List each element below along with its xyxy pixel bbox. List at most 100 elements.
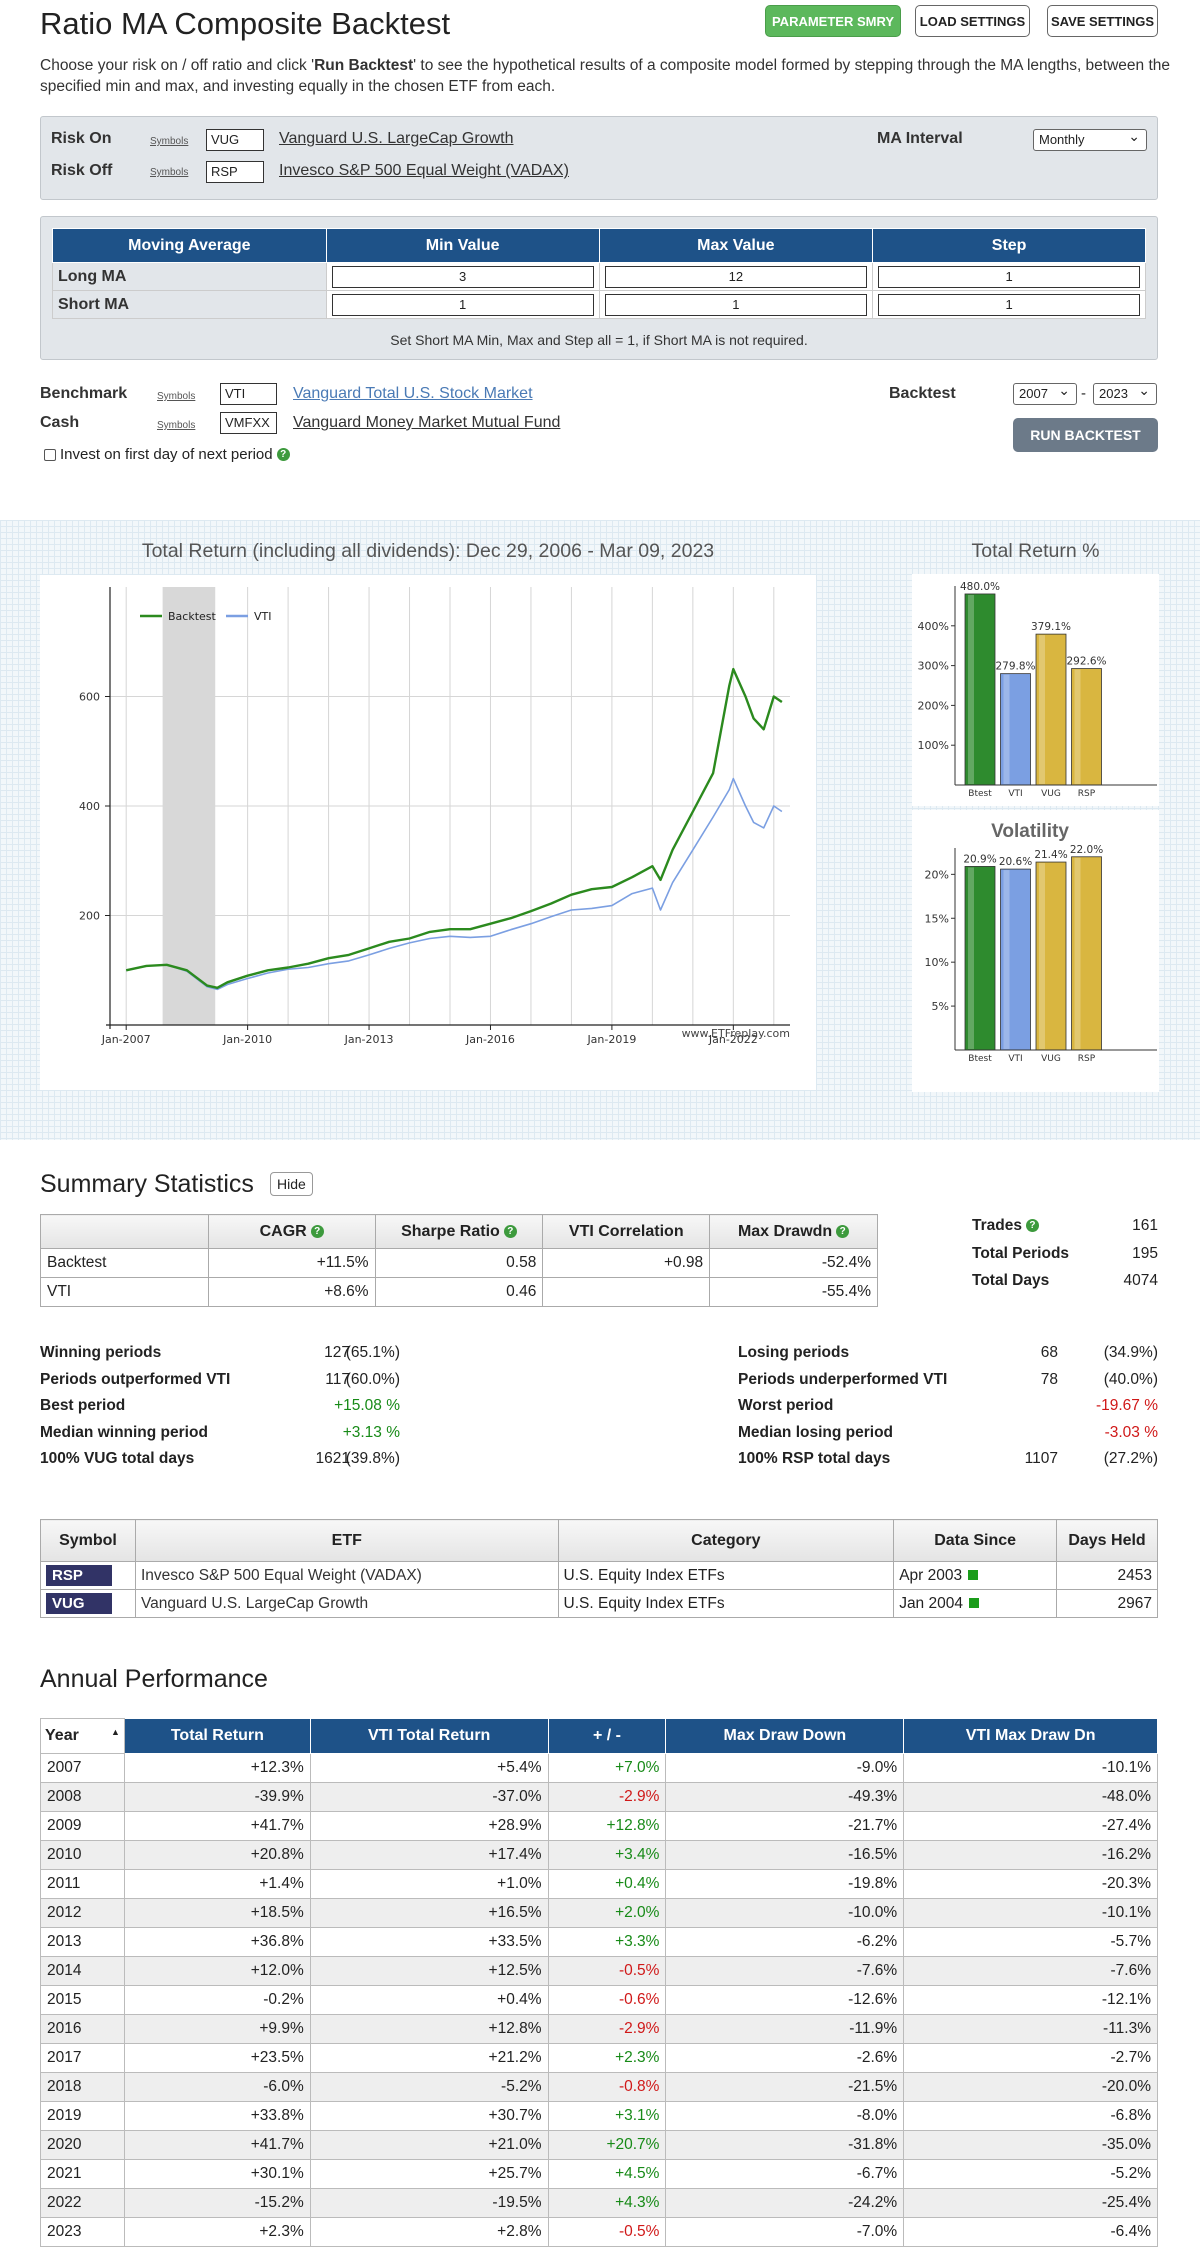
short-ma-step-input[interactable]: 1 — [878, 293, 1140, 316]
period-stat-label: 100% VUG total days — [40, 1450, 195, 1467]
etf-header: Category — [557, 1519, 895, 1562]
table-row: 2007 +12.3% +5.4% +7.0% -9.0% -10.1% — [40, 1753, 1158, 1783]
total-return-bar-chart: 100% 200% 300% 400% 480.0% Btest 279.8% VTI 379.… — [912, 574, 1159, 806]
watermark: www.ETFreplay.com — [682, 1027, 790, 1040]
etf-symbol-badge[interactable]: VUG — [46, 1593, 112, 1614]
year-cell: 2011 — [40, 1869, 125, 1899]
summary-header: Sharpe Ratio? — [374, 1214, 544, 1249]
annual-cell: +12.8% — [547, 1811, 667, 1841]
year-from-select[interactable]: 2007 — [1013, 382, 1077, 405]
annual-cell: +16.5% — [309, 1898, 549, 1928]
backtest-label: Backtest — [889, 385, 956, 402]
annual-cell: -21.5% — [665, 2072, 905, 2102]
chart-background — [40, 575, 816, 1090]
help-icon[interactable]: ? — [276, 448, 290, 461]
annual-header[interactable]: Max Draw Down — [665, 1718, 905, 1754]
benchmark-etf-link[interactable]: Vanguard Total U.S. Stock Market — [293, 385, 533, 402]
etf-name-link[interactable]: Vanguard U.S. LargeCap Growth — [140, 1594, 369, 1612]
annual-header[interactable]: VTI Total Return — [309, 1718, 549, 1754]
help-icon[interactable]: ? — [1025, 1219, 1039, 1233]
cash-symbol-input[interactable]: VMFXX — [220, 412, 277, 434]
annual-cell: +33.5% — [309, 1927, 549, 1957]
series-line-backtest — [125, 667, 783, 989]
risk-on-symbol-input[interactable]: VUG — [206, 129, 264, 151]
year-cell: 2008 — [40, 1782, 125, 1812]
run-backtest-button[interactable]: RUN BACKTEST — [1013, 418, 1158, 452]
annual-cell: -2.7% — [903, 2043, 1158, 2073]
x-tick-label: Jan-2019 — [586, 1033, 636, 1046]
help-icon[interactable]: ? — [310, 1224, 324, 1238]
annual-cell: -2.9% — [547, 1782, 667, 1812]
risk-off-symbol-input[interactable]: RSP — [206, 161, 264, 183]
long-ma-label: Long MA — [52, 262, 327, 291]
annual-cell: -5.2% — [309, 2072, 549, 2102]
annual-cell: +4.3% — [547, 2188, 667, 2218]
bar-value-label: 20.6% — [999, 856, 1032, 868]
table-row: Backtest +11.5% 0.58 +0.98 -52.4% — [40, 1248, 878, 1278]
annual-header[interactable]: Total Return — [123, 1718, 311, 1754]
risk-off-symbols-link[interactable]: Symbols — [150, 167, 189, 178]
long-ma-step-input[interactable]: 1 — [878, 265, 1140, 288]
risk-on-etf-link[interactable]: Vanguard U.S. LargeCap Growth — [279, 130, 514, 147]
etf-symbol-badge[interactable]: RSP — [46, 1565, 112, 1586]
long-ma-max-input[interactable]: 12 — [604, 265, 868, 288]
bar-vug — [1035, 861, 1067, 1051]
year-cell: 2013 — [40, 1927, 125, 1957]
summary-header: Max Drawdn? — [709, 1214, 878, 1249]
annual-header[interactable]: VTI Max Draw Dn — [903, 1718, 1158, 1754]
year-cell: 2014 — [40, 1956, 125, 1986]
trades-label: Trades? — [972, 1217, 1039, 1235]
etf-since-cell: Jan 2004 — [893, 1589, 1058, 1618]
year-cell: 2022 — [40, 2188, 125, 2218]
etf-since-cell: Apr 2003 — [893, 1561, 1058, 1590]
invest-first-day-option[interactable]: Invest on first day of next period ? — [44, 446, 290, 463]
short-ma-max-input[interactable]: 1 — [604, 293, 868, 316]
annual-cell: +0.4% — [547, 1869, 667, 1899]
annual-cell: -6.4% — [903, 2217, 1158, 2247]
table-row: 2012 +18.5% +16.5% +2.0% -10.0% -10.1% — [40, 1898, 1158, 1928]
annual-cell: +2.8% — [309, 2217, 549, 2247]
annual-header[interactable]: + / - — [547, 1718, 667, 1754]
summary-cell: 0.58 — [374, 1248, 544, 1278]
cash-symbols-link[interactable]: Symbols — [157, 420, 196, 431]
load-settings-button[interactable]: LOAD SETTINGS — [915, 5, 1030, 37]
ma-note: Set Short MA Min, Max and Step all = 1, … — [390, 332, 808, 348]
bar-value-label: 22.0% — [1070, 844, 1103, 856]
short-ma-min-input[interactable]: 1 — [331, 293, 594, 316]
annual-cell: +1.0% — [309, 1869, 549, 1899]
parameter-summary-button[interactable]: PARAMETER SMRY — [765, 5, 901, 37]
period-stat-label: 100% RSP total days — [738, 1450, 891, 1467]
save-settings-button[interactable]: SAVE SETTINGS — [1047, 5, 1158, 37]
year-to-select[interactable]: 2023 — [1093, 382, 1157, 405]
header-label: Sharpe Ratio — [401, 1222, 500, 1240]
bar-highlight — [1003, 674, 1010, 784]
table-row: 2022 -15.2% -19.5% +4.3% -24.2% -25.4% — [40, 2188, 1158, 2218]
hide-summary-button[interactable]: Hide — [270, 1172, 313, 1196]
cash-fund-link[interactable]: Vanguard Money Market Mutual Fund — [293, 414, 561, 431]
total-return-bar-title: Total Return % — [971, 540, 1100, 562]
volatility-bar-chart: Volatility 5% 10% 15% 20% 20.9% Btest 20.6% VTI 2… — [912, 810, 1159, 1092]
annual-cell: -16.5% — [665, 1840, 905, 1870]
ma-interval-select[interactable]: Monthly — [1033, 128, 1147, 151]
help-icon[interactable]: ? — [836, 1224, 850, 1238]
annual-cell: +18.5% — [123, 1898, 311, 1928]
risk-on-symbols-link[interactable]: Symbols — [150, 136, 189, 147]
bar-vti — [1000, 868, 1031, 1051]
risk-off-etf-link[interactable]: Invesco S&P 500 Equal Weight (VADAX) — [279, 162, 569, 179]
help-icon[interactable]: ? — [503, 1224, 517, 1238]
period-stat-percent: (60.0%) — [345, 1370, 400, 1388]
invest-first-day-checkbox[interactable] — [44, 448, 56, 461]
summary-cell: +11.5% — [207, 1248, 376, 1278]
period-stat-count: 127 — [324, 1344, 350, 1361]
sort-ascending-icon[interactable]: ▲ — [111, 1727, 120, 1737]
year-cell: 2020 — [40, 2130, 125, 2160]
etf-name-link[interactable]: Invesco S&P 500 Equal Weight (VADAX) — [140, 1566, 422, 1584]
summary-cell: VTI — [40, 1277, 209, 1307]
benchmark-symbol-input[interactable]: VTI — [220, 383, 277, 405]
annual-header-year[interactable]: Year ▲ — [40, 1718, 125, 1754]
benchmark-symbols-link[interactable]: Symbols — [157, 391, 196, 402]
annual-cell: -0.6% — [547, 1985, 667, 2015]
long-ma-min-input[interactable]: 3 — [331, 265, 594, 288]
annual-cell: -12.1% — [903, 1985, 1158, 2015]
table-row: 2009 +41.7% +28.9% +12.8% -21.7% -27.4% — [40, 1811, 1158, 1841]
